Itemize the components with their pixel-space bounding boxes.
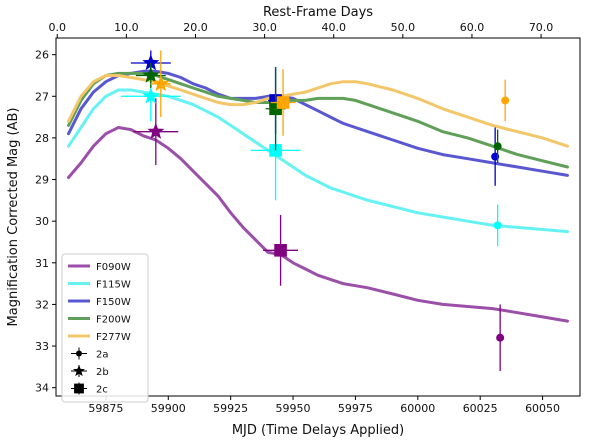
legend-label: 2b: [96, 367, 109, 378]
circle-marker: [501, 96, 510, 105]
measurement-square-5: [263, 214, 299, 286]
left-axis: 26 27 28 29 30 31 32 33 34: [35, 49, 56, 395]
x-tick-label: 59950: [276, 402, 311, 415]
top-tick-label: 60.0: [460, 21, 485, 34]
star-marker: [147, 122, 165, 139]
square-marker: [274, 244, 287, 257]
plot-frame: [55, 37, 581, 397]
top-tick-label: 70.0: [529, 21, 554, 34]
legend-label: F200W: [96, 315, 131, 326]
star-marker: [152, 74, 170, 92]
x-tick-label: 60050: [525, 402, 560, 415]
legend-entry-f277w: F277W: [68, 332, 131, 343]
legend-marker: [73, 364, 85, 377]
y-tick-label: 28: [35, 132, 49, 145]
star-marker: [142, 87, 160, 104]
legend-entry-2a: 2a: [71, 347, 109, 361]
legend: F090W F115W F150W F200W F277W 2a 2b 2c: [61, 253, 149, 403]
bottom-axis: 59875 59900 59925 59950 59975 60000 60025 60050: [88, 396, 560, 415]
y-tick-label: 27: [35, 90, 49, 103]
legend-label: 2a: [96, 350, 109, 361]
y-tick-label: 30: [35, 215, 49, 228]
measurement-star-4: [150, 50, 171, 118]
measurement-square-9: [270, 69, 296, 136]
legend-entry-f200w: F200W: [68, 315, 131, 326]
circle-marker: [496, 333, 505, 342]
legend-entry-f115w: F115W: [68, 280, 131, 291]
legend-entry-f090w: F090W: [68, 262, 131, 273]
x-tick-label: 59875: [88, 402, 123, 415]
top-axis-label: Rest-Frame Days: [263, 5, 373, 20]
legend-entry-f150w: F150W: [68, 297, 131, 308]
top-tick-label: 30.0: [252, 21, 277, 34]
top-tick-label: 40.0: [321, 21, 346, 34]
y-axis-label: Magnification Corrected Mag (AB): [6, 108, 21, 327]
legend-marker: [76, 350, 82, 357]
x-tick-label: 59925: [213, 402, 248, 415]
top-tick-label: 20.0: [183, 21, 208, 34]
star-marker: [142, 66, 160, 83]
legend-entry-2b: 2b: [71, 364, 109, 378]
y-tick-label: 32: [35, 298, 49, 311]
legend-label: F150W: [96, 297, 131, 308]
measurement-points: [120, 50, 510, 372]
model-curves: [67, 69, 569, 323]
x-axis-label: MJD (Time Delays Applied): [232, 423, 404, 438]
top-tick-label: 50.0: [391, 21, 416, 34]
top-tick-label: 0.0: [48, 21, 66, 34]
measurement-circle-11: [493, 204, 502, 247]
curve-f277w: [67, 74, 569, 148]
legend-entry-2c: 2c: [71, 382, 108, 396]
y-tick-label: 29: [35, 174, 49, 187]
top-tick-label: 10.0: [114, 21, 139, 34]
curve-f200w: [67, 71, 569, 169]
legend-label: 2c: [96, 385, 108, 396]
y-tick-label: 26: [35, 49, 49, 62]
measurement-circle-14: [501, 79, 510, 122]
y-tick-label: 31: [35, 257, 49, 270]
legend-label: F277W: [96, 332, 131, 343]
legend-label: F090W: [96, 262, 131, 273]
square-marker: [276, 96, 290, 109]
x-tick-label: 59900: [151, 402, 186, 415]
legend-box: [61, 253, 149, 403]
legend-marker: [74, 383, 84, 394]
top-axis: 0.0 10.0 20.0 30.0 40.0 50.0 60.0 70.0: [48, 21, 553, 38]
circle-marker: [493, 221, 502, 230]
circle-marker: [493, 142, 502, 151]
x-tick-label: 60025: [463, 402, 498, 415]
x-tick-label: 59975: [338, 402, 373, 415]
y-tick-label: 34: [35, 382, 49, 395]
measurement-circle-10: [496, 304, 505, 372]
y-tick-label: 33: [35, 340, 49, 353]
x-tick-label: 60000: [400, 402, 435, 415]
measurement-circle-13: [493, 129, 502, 163]
measurement-star-0: [133, 98, 179, 165]
legend-label: F115W: [96, 280, 131, 291]
star-marker: [142, 54, 160, 71]
